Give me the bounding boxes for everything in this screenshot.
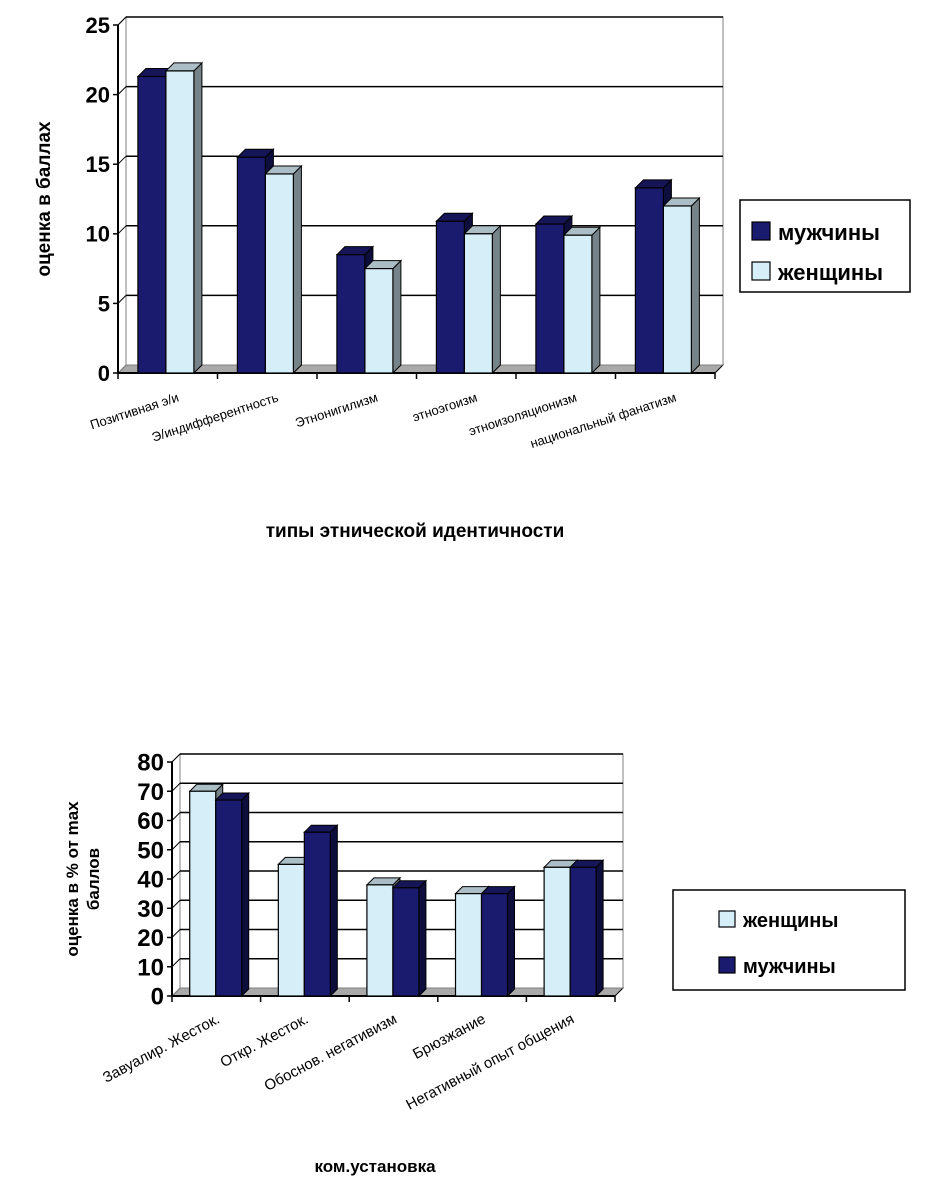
chart1-ytick-label: 15 [86,152,110,177]
chart2-gridline-side [171,870,181,880]
chart2-gridline-side [171,958,181,968]
chart2-bar [543,866,571,997]
chart2-ytick-label: 60 [137,808,164,835]
chart2-legend-swatch [718,910,736,928]
chart2-y-axis-title-1: оценка в % от max [63,801,82,957]
chart2-bar-side [595,859,604,998]
chart2-ytick-label: 30 [137,896,164,923]
chart1-bar [634,187,665,374]
chart2-bar [392,887,420,997]
chart1-bar [563,234,593,374]
chart1-plot-back [125,16,724,366]
chart1-bar-side [591,225,601,375]
chart1-ytick-label: 20 [86,83,110,108]
chart1-gridline-side [117,155,127,165]
chart2-bar-side [241,791,250,998]
chart1-bar [463,233,493,374]
chart2-ytick-label: 20 [137,925,164,952]
chart1-y-axis-title: оценка в баллах [34,121,55,277]
chart1-bar [435,220,465,374]
chart1-bar [336,254,366,374]
chart1-legend-label: женщины [777,260,883,285]
chart1-ytick-label: 10 [86,222,110,247]
chart2-gridline-side [171,899,181,909]
chart2-bar [569,866,597,997]
chart2-legend-label: женщины [742,910,838,932]
chart2-bar [215,799,243,997]
chart1-bar-side [193,61,203,375]
chart1-bar [535,223,565,374]
chart2-gridline-side [171,812,181,821]
chart2-bar-side [418,879,427,998]
chart1-bar-side [292,164,302,375]
chart2-ytick-label: 0 [151,984,164,1011]
chart2-category-label: Брюзжание [410,1011,488,1063]
chart1-x-axis-title: типы этнической идентичности [266,521,565,542]
chart2-y-axis-title-2: баллов [84,848,103,910]
chart2-ytick-label: 10 [137,954,164,981]
chart2-ytick-label: 40 [137,867,164,894]
chart1-gridline-side [117,295,127,304]
chart1-gridline-side [117,225,127,235]
chart2-category-label: Завуалир. Жесток. [100,1011,223,1087]
chart1-bar [236,156,266,374]
chart1-gridline-side [117,86,127,95]
chart2-category-label: Негативный опыт общения [403,1011,577,1114]
chart1-bar [264,173,294,374]
chart2-bar-side [507,885,516,998]
chart2-bar [277,863,305,997]
chart2-bar [366,884,394,997]
chart1-category-label: этноэгоизм [411,390,480,425]
chart1-legend-swatch [751,261,771,281]
chart1-bar [662,205,693,374]
chart2-bar [303,831,331,997]
chart2-gridline-side [171,929,181,938]
chart2-bar [454,893,483,997]
chart2-ytick-label: 70 [137,779,164,806]
chart2-gridline-side [171,753,181,763]
chart1-category-label: Этнонигилизм [293,390,379,431]
chart2-legend-box [672,889,906,991]
chart2-legend-swatch [718,956,736,974]
chart1-bar-side [392,259,402,375]
chart1-plot-side [117,15,127,375]
chart1-bar [137,75,167,374]
chart2-gridline-side [171,841,181,851]
chart2-bar-side [329,823,338,998]
chart1-legend-label: мужчины [778,220,880,245]
chart1-ytick-label: 0 [98,361,110,386]
chart2-bar [480,893,509,997]
chart2-ytick-label: 50 [137,837,164,864]
chart1-ytick-label: 25 [86,13,110,38]
chart2-ytick-label: 80 [137,750,164,777]
chart1-legend-swatch [751,221,771,241]
chart1-ytick-label: 5 [98,291,110,316]
chart2-gridline-side [171,782,181,792]
chart2-bar [189,790,217,997]
chart1-bar-side [690,196,700,375]
chart2-x-axis-title: ком.установка [314,1157,436,1176]
chart1-bar [364,268,394,374]
chart1-bar-side [491,224,501,375]
chart2-legend-label: мужчины [743,956,836,978]
chart1-bar [165,70,195,374]
chart1-floor [116,364,725,374]
chart1-gridline-side [117,16,127,26]
